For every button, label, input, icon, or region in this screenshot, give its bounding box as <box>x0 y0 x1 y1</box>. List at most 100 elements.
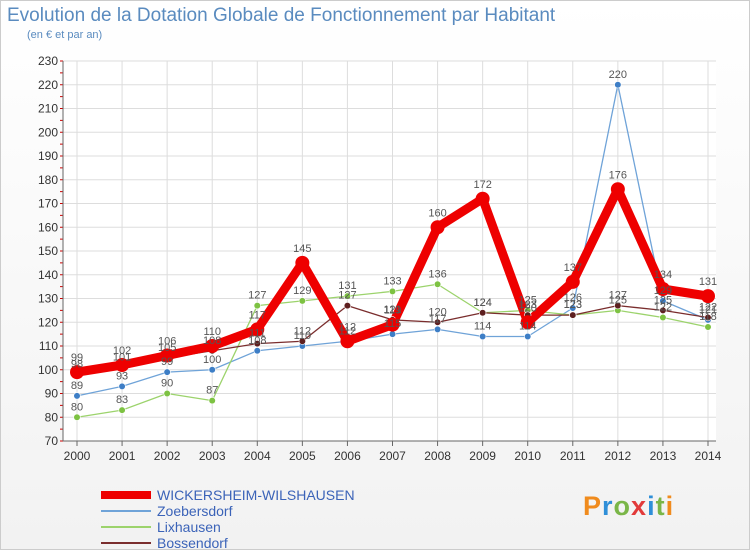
legend-swatch-wickersheim <box>101 491 151 499</box>
axes: 7080901001101201301401501601701801902002… <box>38 54 722 463</box>
data-label-wickersheim-wilshausen: 137 <box>564 262 582 274</box>
data-point-lixhausen <box>298 297 306 305</box>
data-point-lixhausen <box>659 313 667 322</box>
data-label-wickersheim-wilshausen: 99 <box>71 352 83 364</box>
data-label-wickersheim-wilshausen: 102 <box>113 345 131 357</box>
data-label-lixhausen: 136 <box>428 268 446 280</box>
legend-label-wickersheim: WICKERSHEIM-WILSHAUSEN <box>157 487 355 503</box>
data-point-bossendorf <box>343 302 352 310</box>
data-point-wickersheim-wilshausen <box>250 322 265 337</box>
data-point-wickersheim-wilshausen <box>520 315 535 330</box>
x-tick-label: 2006 <box>334 449 361 463</box>
data-point-bossendorf <box>704 313 712 322</box>
data-label-zoebersdorf: 115 <box>384 318 402 330</box>
data-label-zoebersdorf: 114 <box>474 321 492 333</box>
data-point-lixhausen <box>704 323 712 331</box>
data-label-bossendorf: 112 <box>294 325 312 337</box>
x-tick-label: 2011 <box>560 449 586 463</box>
data-label-zoebersdorf: 100 <box>203 354 221 366</box>
y-tick-label: 220 <box>38 78 58 92</box>
data-point-zoebersdorf <box>659 297 667 305</box>
data-point-zoebersdorf <box>253 347 261 355</box>
data-label-wickersheim-wilshausen: 110 <box>203 326 221 338</box>
data-point-wickersheim-wilshausen <box>340 334 355 349</box>
data-point-bossendorf <box>253 340 261 348</box>
data-point-wickersheim-wilshausen <box>385 317 400 332</box>
chart-subtitle: (en € et par an) <box>27 29 103 41</box>
data-point-zoebersdorf <box>433 325 442 333</box>
data-point-wickersheim-wilshausen <box>115 358 130 372</box>
y-tick-label: 110 <box>39 339 58 353</box>
data-point-bossendorf <box>433 318 442 326</box>
data-label-zoebersdorf: 117 <box>429 313 447 325</box>
data-point-wickersheim-wilshausen <box>475 191 490 206</box>
data-label-lixhausen: 118 <box>699 311 717 323</box>
data-point-wickersheim-wilshausen <box>160 348 175 363</box>
data-label-zoebersdorf: 112 <box>339 325 357 337</box>
series-markers <box>70 81 715 421</box>
y-tick-label: 180 <box>38 173 58 187</box>
data-point-lixhausen <box>433 280 442 288</box>
data-label-wickersheim-wilshausen: 176 <box>609 169 627 181</box>
grid-lines <box>63 60 716 442</box>
data-label-zoebersdorf: 121 <box>699 304 717 316</box>
data-label-wickersheim-wilshausen: 172 <box>473 179 491 191</box>
data-label-lixhausen: 80 <box>71 401 83 413</box>
data-point-wickersheim-wilshausen <box>430 220 445 235</box>
x-tick-label: 2000 <box>64 449 91 463</box>
legend-swatch-zoebersdorf <box>101 510 151 512</box>
data-label-lixhausen: 127 <box>248 290 266 302</box>
data-label-bossendorf: 105 <box>158 342 176 354</box>
y-tick-label: 100 <box>38 363 58 377</box>
legend-label-zoebersdorf: Zoebersdorf <box>157 503 233 519</box>
x-tick-label: 2012 <box>605 449 632 463</box>
data-point-lixhausen <box>253 302 261 310</box>
data-label-zoebersdorf: 126 <box>564 292 582 304</box>
data-label-lixhausen: 123 <box>564 299 582 311</box>
data-label-wickersheim-wilshausen: 120 <box>519 302 537 314</box>
y-tick-label: 90 <box>45 387 59 401</box>
data-label-lixhausen: 87 <box>206 385 218 397</box>
x-tick-label: 2014 <box>695 449 722 463</box>
data-label-wickersheim-wilshausen: 160 <box>428 207 446 219</box>
legend-label-lixhausen: Lixhausen <box>157 519 221 535</box>
y-tick-label: 130 <box>38 292 58 306</box>
data-label-bossendorf: 108 <box>203 335 221 347</box>
y-tick-label: 120 <box>38 315 58 329</box>
data-label-wickersheim-wilshausen: 145 <box>293 243 311 255</box>
x-tick-label: 2013 <box>650 449 677 463</box>
data-point-bossendorf <box>659 306 667 314</box>
y-tick-label: 140 <box>38 268 58 282</box>
data-label-lixhausen: 124 <box>473 297 491 309</box>
x-tick-label: 2008 <box>424 449 451 463</box>
data-label-bossendorf: 127 <box>338 290 356 302</box>
data-label-lixhausen: 83 <box>116 394 128 406</box>
legend-swatch-lixhausen <box>101 526 151 528</box>
data-label-bossendorf: 121 <box>383 304 401 316</box>
data-label-bossendorf: 101 <box>113 351 131 363</box>
x-tick-label: 2005 <box>289 449 316 463</box>
y-tick-label: 200 <box>38 125 58 139</box>
data-label-zoebersdorf: 108 <box>248 335 266 347</box>
x-tick-label: 2009 <box>469 449 496 463</box>
data-point-wickersheim-wilshausen <box>295 255 310 270</box>
data-point-lixhausen <box>118 406 126 414</box>
data-label-lixhausen: 122 <box>654 302 672 314</box>
data-label-bossendorf: 124 <box>473 297 491 309</box>
legend-label-bossendorf: Bossendorf <box>157 535 228 551</box>
data-label-zoebersdorf: 89 <box>71 380 83 392</box>
data-label-wickersheim-wilshausen: 112 <box>339 321 357 333</box>
x-tick-label: 2010 <box>514 449 541 463</box>
data-point-lixhausen <box>208 397 216 405</box>
data-label-zoebersdorf: 129 <box>654 285 672 297</box>
data-point-bossendorf <box>298 337 306 345</box>
y-tick-label: 160 <box>38 220 58 234</box>
data-label-bossendorf: 111 <box>249 328 266 340</box>
data-point-lixhausen <box>343 292 352 300</box>
data-point-zoebersdorf <box>569 304 577 312</box>
y-tick-label: 80 <box>45 410 59 424</box>
data-point-zoebersdorf <box>163 368 171 376</box>
